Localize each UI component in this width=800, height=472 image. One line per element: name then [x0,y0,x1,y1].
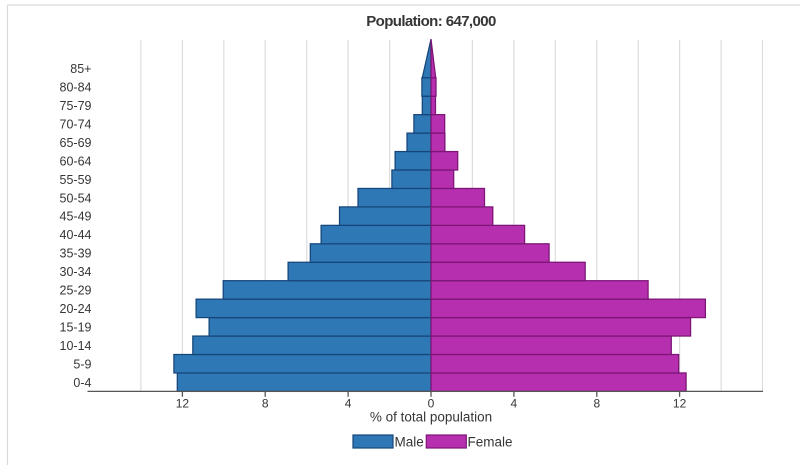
svg-text:8: 8 [593,397,600,411]
svg-text:80-84: 80-84 [60,81,92,95]
svg-text:0: 0 [428,397,435,411]
svg-text:% of total population: % of total population [370,410,492,425]
svg-text:75-79: 75-79 [60,99,92,113]
svg-text:4: 4 [345,397,352,411]
svg-text:12: 12 [673,397,687,411]
svg-text:5-9: 5-9 [73,357,91,371]
svg-text:55-59: 55-59 [60,173,92,187]
svg-text:Male: Male [395,435,424,450]
svg-text:8: 8 [262,397,269,411]
svg-text:65-69: 65-69 [60,136,92,150]
svg-text:35-39: 35-39 [60,247,92,261]
svg-text:30-34: 30-34 [60,265,92,279]
svg-text:50-54: 50-54 [60,191,92,205]
svg-text:45-49: 45-49 [60,210,92,224]
svg-text:12: 12 [176,397,190,411]
svg-text:10-14: 10-14 [60,339,92,353]
svg-text:60-64: 60-64 [60,154,92,168]
svg-text:4: 4 [511,397,518,411]
svg-text:20-24: 20-24 [60,302,92,316]
svg-text:0-4: 0-4 [73,376,91,390]
svg-text:Female: Female [468,435,513,450]
svg-text:15-19: 15-19 [60,320,92,334]
svg-text:70-74: 70-74 [60,118,92,132]
svg-text:40-44: 40-44 [60,228,92,242]
svg-text:Population: 647,000: Population: 647,000 [366,13,496,30]
svg-text:85+: 85+ [70,62,91,76]
svg-text:25-29: 25-29 [60,284,92,298]
